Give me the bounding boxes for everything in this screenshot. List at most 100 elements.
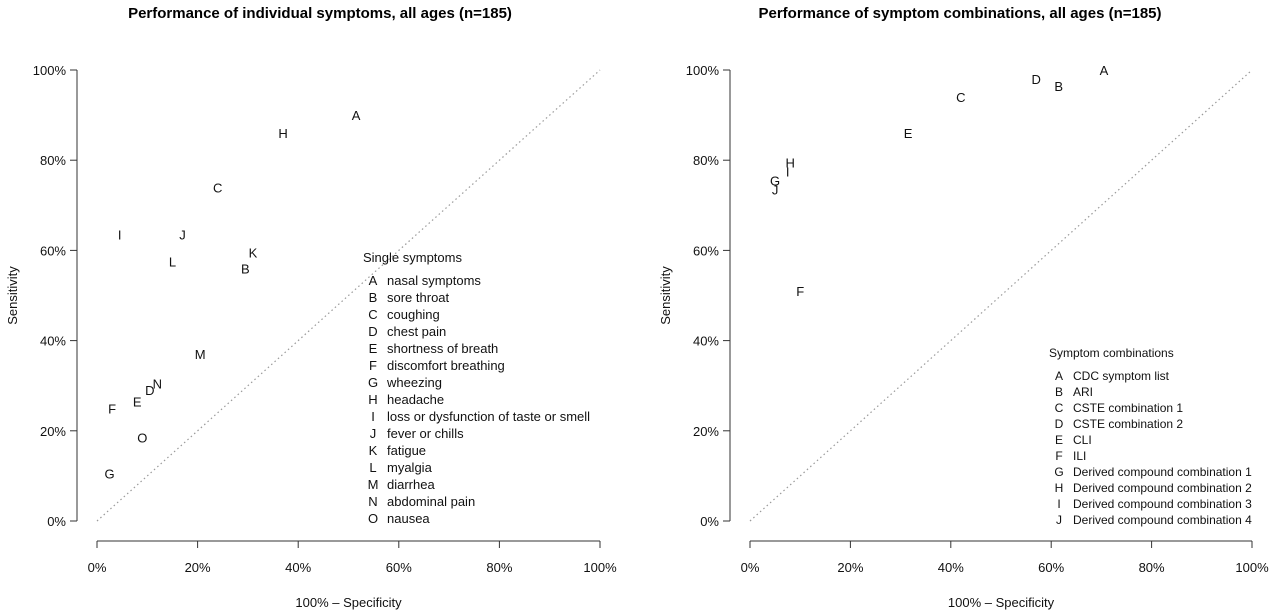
x-tick-label: 0% <box>741 560 760 575</box>
legend-key: I <box>1057 497 1060 511</box>
y-tick-label: 60% <box>693 243 719 258</box>
data-point-c: C <box>213 180 222 195</box>
legend-key: A <box>1055 369 1063 383</box>
legend-key: N <box>368 494 377 509</box>
legend-key: H <box>368 392 377 407</box>
legend-label: Derived compound combination 4 <box>1073 513 1252 527</box>
legend-key: C <box>1055 401 1064 415</box>
legend-label: headache <box>387 392 444 407</box>
data-point-i: I <box>118 228 122 243</box>
data-point-f: F <box>108 401 116 416</box>
chart-panel-right: Performance of symptom combinations, all… <box>640 0 1280 616</box>
chart-panel-left: Performance of individual symptoms, all … <box>5 5 617 610</box>
legend-label: ARI <box>1073 385 1093 399</box>
y-tick-label: 20% <box>693 424 719 439</box>
x-axis-label: 100% – Specificity <box>948 595 1055 610</box>
y-axis-label: Sensitivity <box>5 266 20 325</box>
x-tick-label: 40% <box>938 560 964 575</box>
y-tick-label: 60% <box>40 243 66 258</box>
x-tick-label: 60% <box>386 560 412 575</box>
x-tick-label: 80% <box>486 560 512 575</box>
x-tick-label: 100% <box>1235 560 1269 575</box>
x-axis-label: 100% – Specificity <box>295 595 402 610</box>
legend-label: wheezing <box>386 375 442 390</box>
legend-key: H <box>1055 481 1064 495</box>
legend-label: Derived compound combination 1 <box>1073 465 1252 479</box>
legend-key: G <box>368 375 378 390</box>
data-point-g: G <box>770 173 780 188</box>
legend-key: J <box>1056 513 1062 527</box>
data-point-e: E <box>133 394 142 409</box>
y-tick-label: 100% <box>686 63 720 78</box>
data-point-b: B <box>1054 79 1063 94</box>
data-point-h: H <box>278 126 287 141</box>
scatter-plot-individual-symptoms: 0% 20% 40% 60% 80% 100% 0% 20% 40% 60% 80% 100% 100%… <box>5 63 617 610</box>
data-point-a: A <box>1100 63 1109 78</box>
x-tick-label: 40% <box>285 560 311 575</box>
data-point-j: J <box>179 228 186 243</box>
data-point-m: M <box>195 347 206 362</box>
legend-label: chest pain <box>387 324 446 339</box>
y-tick-label: 0% <box>700 514 719 529</box>
y-tick-label: 20% <box>40 424 66 439</box>
legend-label: loss or dysfunction of taste or smell <box>387 409 590 424</box>
legend-label: discomfort breathing <box>387 358 505 373</box>
data-point-j: J <box>772 183 779 198</box>
scatter-plot-symptom-combinations: 0% 20% 40% 60% 80% 100% 0% 20% 40% 60% 80% 100% 100%… <box>658 63 1269 610</box>
y-tick-label: 80% <box>693 153 719 168</box>
data-point-i: I <box>786 164 790 179</box>
data-point-b: B <box>241 261 250 276</box>
chart-title: Performance of individual symptoms, all … <box>128 5 512 22</box>
data-point-c: C <box>956 90 965 105</box>
legend-key: D <box>1055 417 1064 431</box>
y-tick-label: 0% <box>47 514 66 529</box>
legend-label: myalgia <box>387 460 433 475</box>
legend-label: diarrhea <box>387 477 435 492</box>
legend-label: Derived compound combination 3 <box>1073 497 1252 511</box>
legend-label: nasal symptoms <box>387 273 481 288</box>
data-point-n: N <box>153 376 162 391</box>
legend-key: G <box>1054 465 1063 479</box>
legend-label: Derived compound combination 2 <box>1073 481 1252 495</box>
data-point-g: G <box>105 467 115 482</box>
legend-label: abdominal pain <box>387 494 475 509</box>
data-point-d: D <box>1031 72 1040 87</box>
data-point-a: A <box>352 108 361 123</box>
legend-key: C <box>368 307 377 322</box>
legend-key: O <box>368 511 378 526</box>
x-tick-label: 20% <box>185 560 211 575</box>
legend-key: A <box>369 273 378 288</box>
legend-key: M <box>368 477 379 492</box>
x-tick-label: 60% <box>1038 560 1064 575</box>
data-point-h: H <box>785 155 794 170</box>
y-tick-label: 40% <box>40 334 66 349</box>
legend-title: Symptom combinations <box>1049 346 1174 360</box>
diagonal-reference-line <box>749 69 1253 522</box>
legend-key: I <box>371 409 375 424</box>
data-point-f: F <box>796 284 804 299</box>
legend-title: Single symptoms <box>363 250 462 265</box>
legend-key: K <box>369 443 378 458</box>
chart-title: Performance of symptom combinations, all… <box>758 5 1162 22</box>
legend-key: E <box>1055 433 1063 447</box>
legend-label: shortness of breath <box>387 341 498 356</box>
legend-label: CDC symptom list <box>1073 369 1170 383</box>
data-point-o: O <box>137 431 147 446</box>
legend-label: ILI <box>1073 449 1086 463</box>
y-tick-label: 40% <box>693 334 719 349</box>
legend-label: fatigue <box>387 443 426 458</box>
y-tick-label: 100% <box>33 63 67 78</box>
data-point-k: K <box>249 246 258 261</box>
legend-label: CSTE combination 1 <box>1073 401 1183 415</box>
x-tick-label: 0% <box>88 560 107 575</box>
legend-label: sore throat <box>387 290 450 305</box>
legend-label: fever or chills <box>387 426 464 441</box>
diagonal-reference-line <box>96 69 601 522</box>
legend-key: B <box>369 290 378 305</box>
legend-label: CSTE combination 2 <box>1073 417 1183 431</box>
data-point-l: L <box>169 255 176 270</box>
legend-label: coughing <box>387 307 440 322</box>
legend-key: B <box>1055 385 1063 399</box>
x-tick-label: 20% <box>837 560 863 575</box>
x-tick-label: 100% <box>583 560 617 575</box>
